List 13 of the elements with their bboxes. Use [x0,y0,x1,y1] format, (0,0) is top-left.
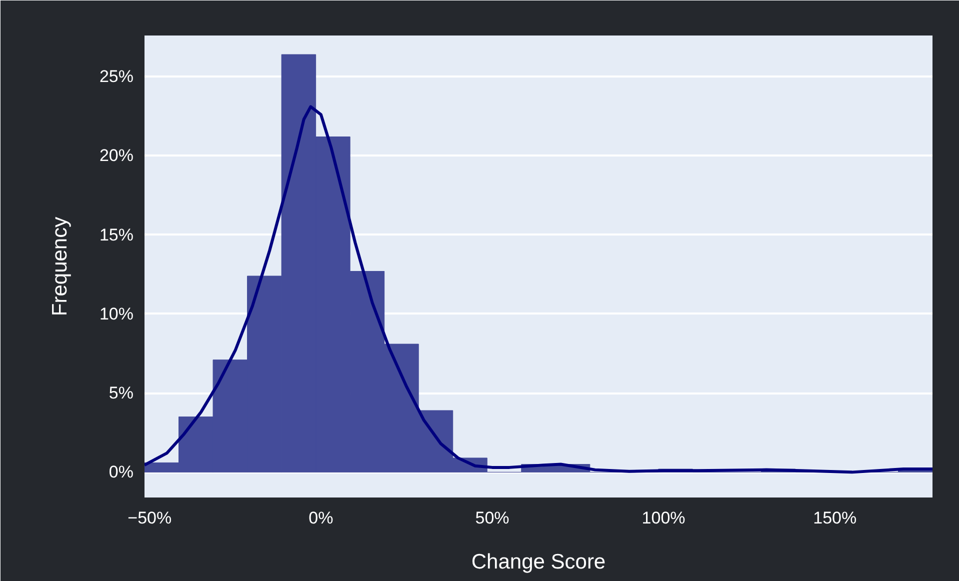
y-tick-label: 15% [99,225,134,244]
x-tick-label: 100% [642,508,686,528]
y-tick-label: 5% [108,384,134,403]
y-axis-title: Frequency [48,216,72,316]
x-tick-label: 0% [308,508,334,528]
x-tick-label: 50% [475,508,510,528]
y-tick-label: 10% [99,304,134,324]
x-tick-label: −50% [128,508,172,528]
y-tick-label: 0% [108,462,134,482]
y-tick-label: 25% [99,67,134,86]
y-tick-label: 20% [99,146,134,166]
x-axis-title: Change Score [471,550,606,574]
x-tick-label: 150% [813,508,857,528]
